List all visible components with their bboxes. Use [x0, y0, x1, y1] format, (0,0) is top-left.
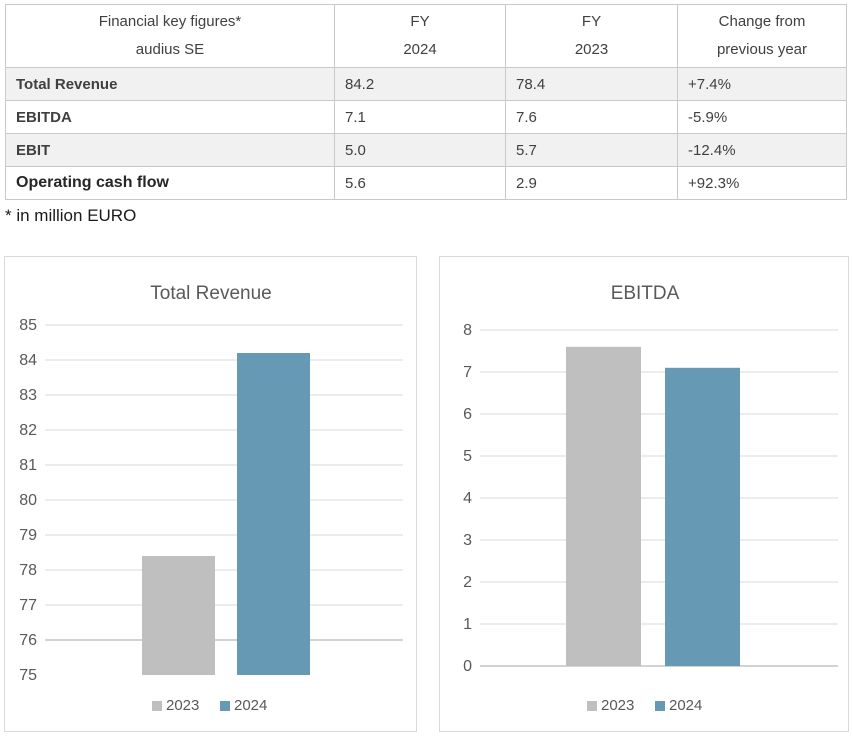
svg-text:2023: 2023 [166, 697, 199, 714]
svg-text:1: 1 [463, 616, 472, 633]
svg-text:84: 84 [19, 352, 37, 369]
svg-text:75: 75 [19, 667, 37, 684]
svg-text:Total Revenue: Total Revenue [150, 283, 271, 304]
svg-text:6: 6 [463, 406, 472, 423]
svg-text:2023: 2023 [601, 697, 634, 714]
svg-text:4: 4 [463, 490, 472, 507]
svg-text:85: 85 [19, 317, 37, 334]
svg-text:3: 3 [463, 532, 472, 549]
svg-text:78: 78 [19, 562, 37, 579]
svg-text:81: 81 [19, 457, 37, 474]
svg-text:7: 7 [463, 364, 472, 381]
svg-text:83: 83 [19, 387, 37, 404]
svg-text:2: 2 [463, 574, 472, 591]
svg-text:8: 8 [463, 322, 472, 339]
svg-text:2024: 2024 [669, 697, 702, 714]
svg-text:80: 80 [19, 492, 37, 509]
svg-text:5: 5 [463, 448, 472, 465]
svg-text:77: 77 [19, 597, 37, 614]
svg-text:76: 76 [19, 632, 37, 649]
svg-text:2024: 2024 [234, 697, 267, 714]
svg-text:82: 82 [19, 422, 37, 439]
svg-text:0: 0 [463, 658, 472, 675]
svg-text:79: 79 [19, 527, 37, 544]
svg-text:EBITDA: EBITDA [611, 283, 680, 304]
